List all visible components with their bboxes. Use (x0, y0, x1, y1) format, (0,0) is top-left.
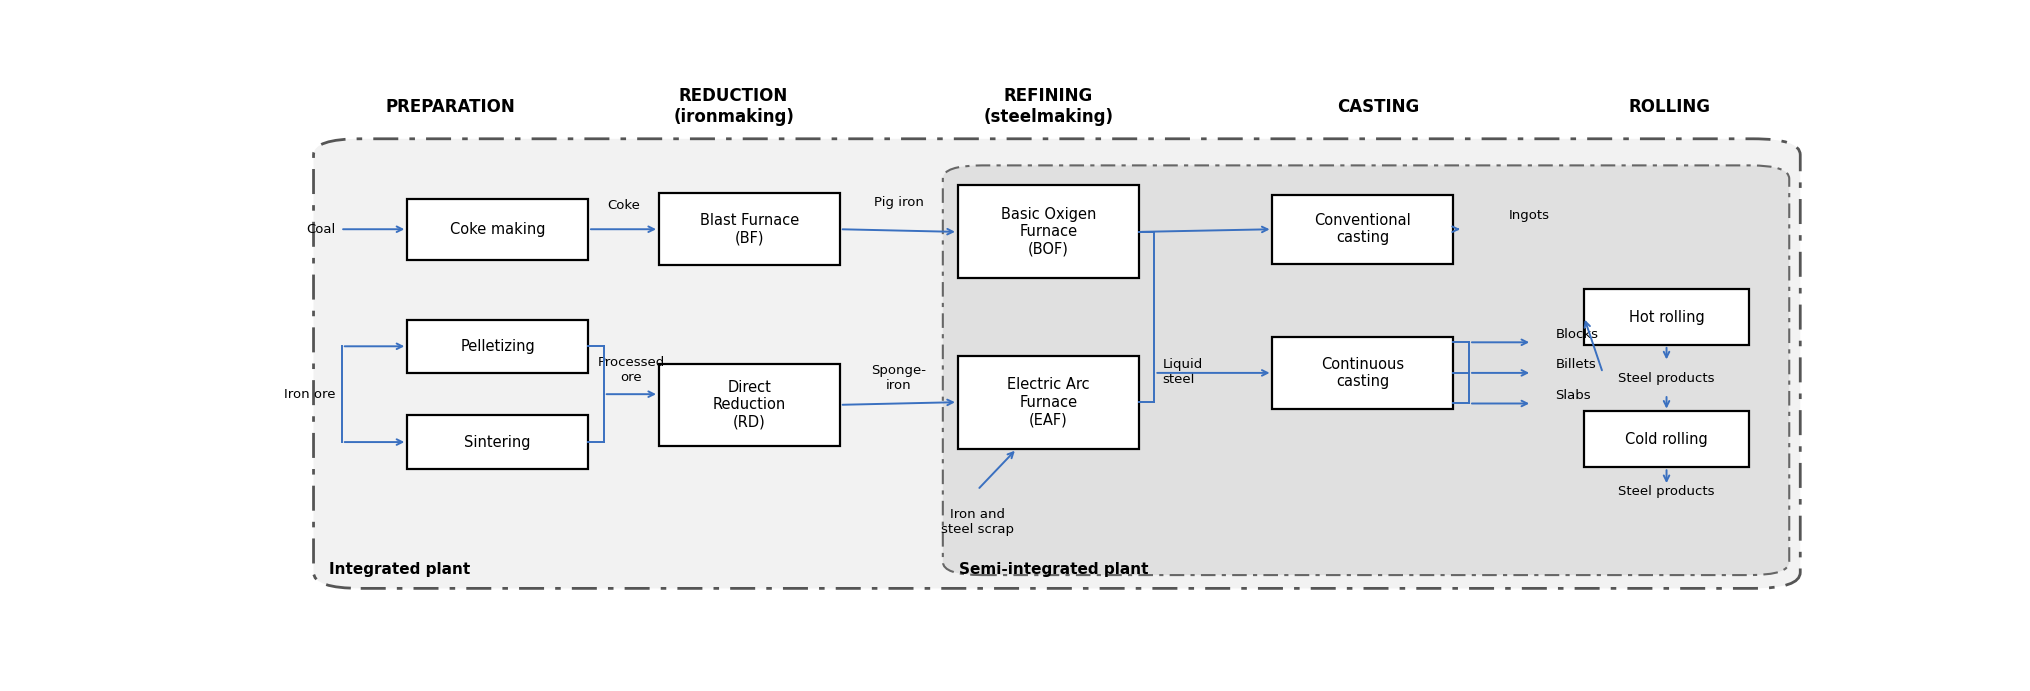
Text: Integrated plant: Integrated plant (329, 562, 471, 577)
Text: Steel products: Steel products (1618, 372, 1715, 385)
Text: Steel products: Steel products (1618, 485, 1715, 498)
FancyBboxPatch shape (313, 139, 1801, 589)
Text: CASTING: CASTING (1338, 98, 1419, 116)
Text: Billets: Billets (1555, 359, 1596, 372)
Text: Blocks: Blocks (1555, 328, 1598, 341)
Text: Continuous
casting: Continuous casting (1322, 357, 1405, 389)
Text: ROLLING: ROLLING (1628, 98, 1711, 116)
Text: PREPARATION: PREPARATION (386, 98, 516, 116)
Text: Sponge-
iron: Sponge- iron (871, 364, 926, 392)
FancyBboxPatch shape (660, 193, 840, 265)
Text: Ingots: Ingots (1508, 209, 1549, 223)
Text: Cold rolling: Cold rolling (1626, 432, 1707, 447)
FancyBboxPatch shape (660, 363, 840, 446)
Text: Direct
Reduction
(RD): Direct Reduction (RD) (713, 380, 786, 430)
Text: Electric Arc
Furnace
(EAF): Electric Arc Furnace (EAF) (1007, 377, 1090, 427)
FancyBboxPatch shape (942, 165, 1788, 575)
Text: Coke making: Coke making (451, 222, 546, 237)
Text: Blast Furnace
(BF): Blast Furnace (BF) (700, 213, 800, 245)
FancyBboxPatch shape (1583, 289, 1750, 345)
Text: Coal: Coal (307, 223, 335, 236)
Text: Hot rolling: Hot rolling (1628, 310, 1705, 325)
FancyBboxPatch shape (1583, 411, 1750, 467)
FancyBboxPatch shape (408, 415, 589, 468)
Text: Slabs: Slabs (1555, 389, 1592, 402)
Text: REFINING
(steelmaking): REFINING (steelmaking) (983, 88, 1112, 126)
Text: REDUCTION
(ironmaking): REDUCTION (ironmaking) (674, 88, 794, 126)
FancyBboxPatch shape (1273, 195, 1453, 264)
Text: Sintering: Sintering (465, 435, 532, 450)
Text: Iron and
steel scrap: Iron and steel scrap (942, 508, 1013, 536)
Text: Processed
ore: Processed ore (597, 357, 666, 384)
FancyBboxPatch shape (408, 198, 589, 260)
Text: Coke: Coke (607, 199, 639, 212)
Text: Pig iron: Pig iron (873, 196, 924, 209)
FancyBboxPatch shape (1273, 337, 1453, 409)
Text: Liquid
steel: Liquid steel (1163, 357, 1202, 386)
Text: Basic Oxigen
Furnace
(BOF): Basic Oxigen Furnace (BOF) (1001, 207, 1096, 257)
Text: Pelletizing: Pelletizing (461, 339, 536, 354)
FancyBboxPatch shape (958, 356, 1139, 448)
Text: Iron ore: Iron ore (284, 388, 335, 401)
Text: Semi-integrated plant: Semi-integrated plant (958, 562, 1149, 577)
Text: Conventional
casting: Conventional casting (1315, 213, 1411, 245)
FancyBboxPatch shape (408, 320, 589, 373)
FancyBboxPatch shape (958, 185, 1139, 278)
